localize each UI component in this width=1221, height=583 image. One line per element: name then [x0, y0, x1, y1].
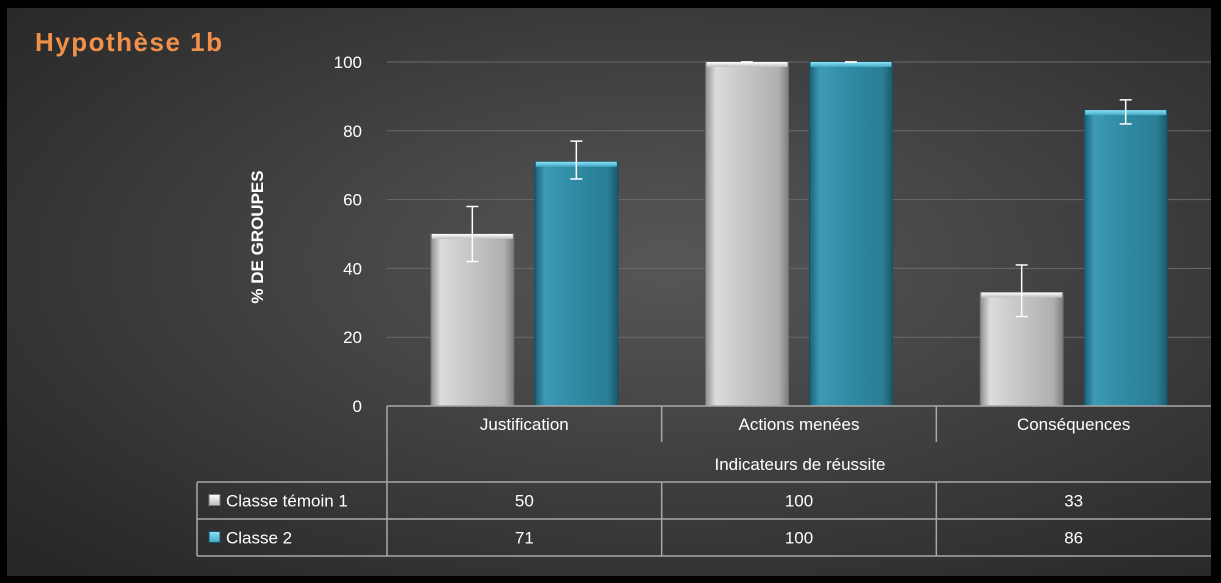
bar: [1083, 109, 1168, 407]
table-value: 100: [785, 529, 813, 548]
table-value: 71: [515, 529, 534, 548]
bar: [430, 233, 515, 407]
legend-swatch: [208, 494, 221, 506]
error-bars: [466, 61, 1132, 318]
error-bar: [1015, 264, 1028, 318]
legend-label: Classe témoin 1: [226, 492, 348, 511]
bar-top-bevel: [810, 62, 892, 67]
y-tick-label: 20: [343, 328, 362, 347]
category-labels: Justification Actions menées Conséquences: [480, 415, 1130, 434]
y-axis-label: % DE GROUPES: [248, 170, 267, 303]
table-value: 100: [785, 492, 813, 511]
bar: [809, 61, 893, 407]
bar: [534, 161, 619, 407]
bar-top-bevel: [706, 62, 788, 67]
error-bar: [1119, 99, 1132, 125]
y-tick-label: 40: [343, 259, 362, 278]
table-value: 33: [1064, 492, 1083, 511]
y-tick-label: 60: [343, 191, 362, 210]
legend-swatch: [208, 531, 221, 543]
y-axis-ticks: 0 20 40 60 80 100: [334, 53, 362, 416]
error-bar: [466, 205, 479, 263]
gridlines: [387, 61, 1211, 338]
data-table-values: 50 100 33 71 100 86: [515, 492, 1083, 548]
category-label: Conséquences: [1017, 415, 1130, 434]
y-tick-label: 80: [343, 122, 362, 141]
category-label: Actions menées: [739, 415, 860, 434]
legend-item: Classe 2: [208, 529, 292, 548]
y-tick-label: 100: [334, 53, 362, 72]
y-tick-label: 0: [353, 397, 362, 416]
data-table: Justification Actions menées Conséquences …: [196, 405, 1211, 557]
legend-item: Classe témoin 1: [208, 492, 348, 511]
table-value: 50: [515, 492, 534, 511]
bar: [705, 61, 789, 407]
legend-label: Classe 2: [226, 529, 292, 548]
bars: [430, 61, 1168, 407]
error-bar: [570, 140, 583, 180]
x-axis-label: Indicateurs de réussite: [714, 455, 885, 474]
category-label: Justification: [480, 415, 569, 434]
chart-title: Hypothèse 1b: [35, 27, 224, 57]
legend-rows: Classe témoin 1 Classe 2: [208, 492, 348, 548]
table-value: 86: [1064, 529, 1083, 548]
data-table-lines: [196, 405, 1211, 557]
